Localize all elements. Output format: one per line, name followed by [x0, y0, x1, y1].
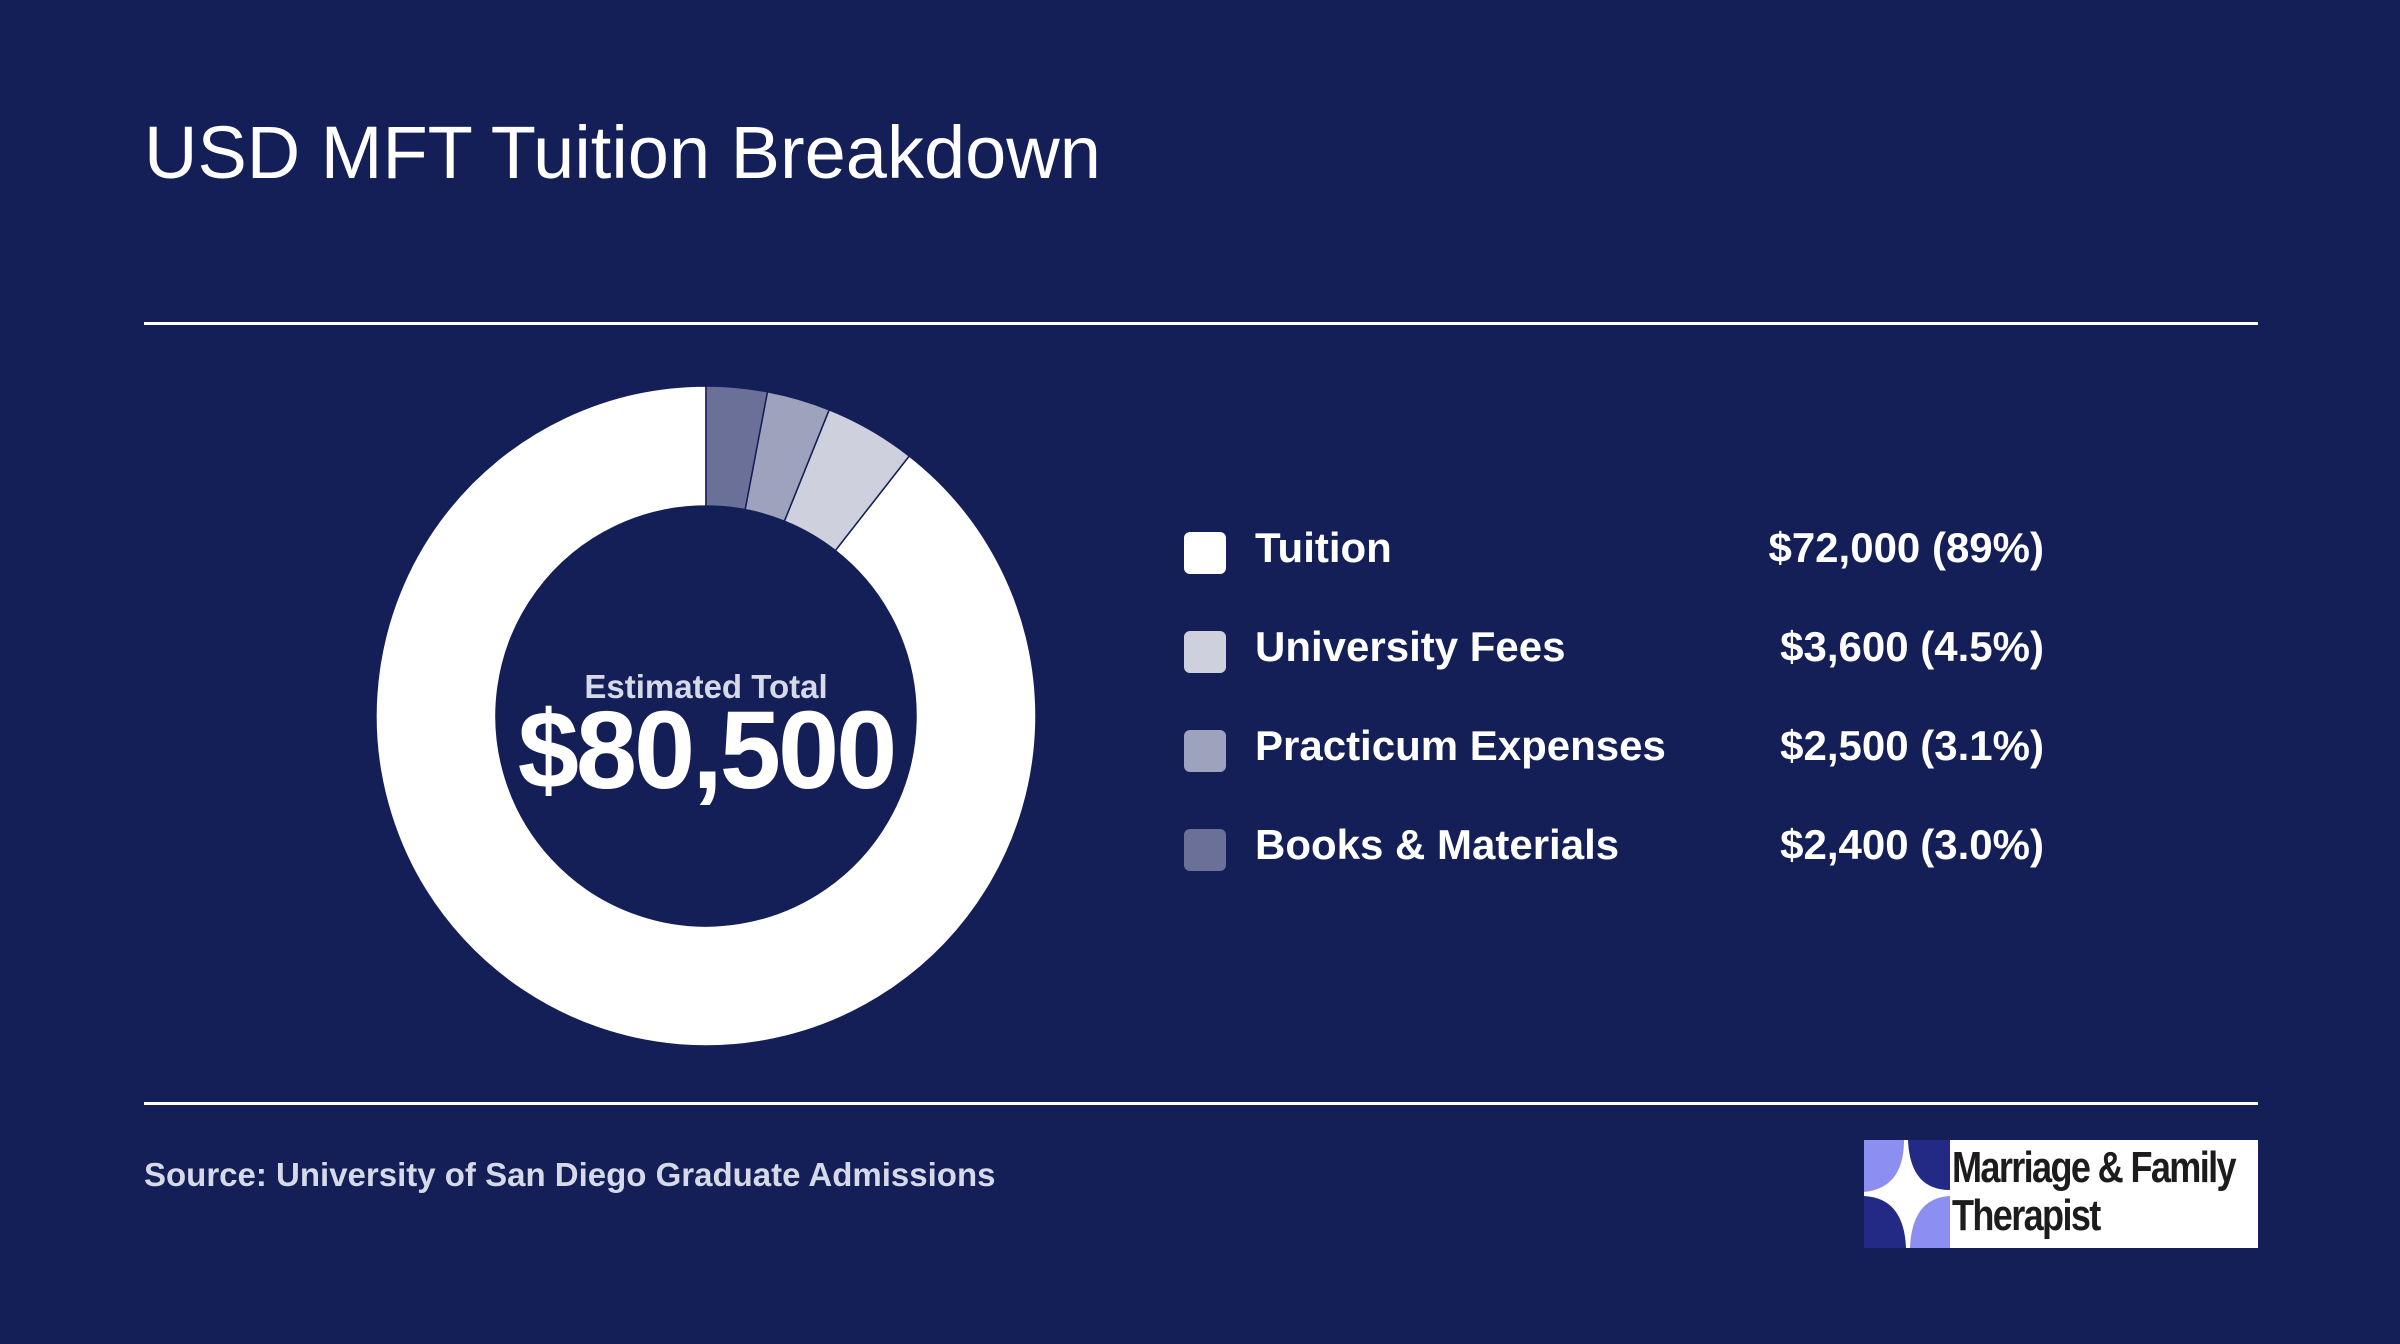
legend-item: Books & Materials $2,400 (3.0%)	[1184, 817, 2044, 916]
legend-swatch	[1184, 532, 1226, 574]
top-divider	[144, 322, 2258, 325]
center-label: Estimated Total	[584, 668, 827, 705]
legend-item: University Fees $3,600 (4.5%)	[1184, 619, 2044, 718]
page-title: USD MFT Tuition Breakdown	[144, 111, 1101, 194]
legend-swatch	[1184, 730, 1226, 772]
legend-value: $2,400 (3.0%)	[1780, 821, 2044, 868]
legend-swatch	[1184, 829, 1226, 871]
center-total-value: $80,500	[518, 689, 895, 812]
bottom-divider	[144, 1102, 2258, 1105]
legend-value: $3,600 (4.5%)	[1780, 623, 2044, 670]
donut-slices	[375, 385, 1037, 1047]
logo-text: Marriage & Family Therapist	[1952, 1143, 2237, 1240]
legend-label: Tuition	[1255, 524, 1392, 571]
legend-swatch	[1184, 631, 1226, 673]
legend-value: $72,000 (89%)	[1768, 524, 2044, 571]
source-note: Source: University of San Diego Graduate…	[144, 1156, 996, 1193]
donut-slice-tuition	[375, 385, 1037, 1047]
legend-label: Practicum Expenses	[1255, 722, 1666, 769]
logo-line-2: Therapist	[1952, 1191, 2101, 1240]
legend: Tuition $72,000 (89%) University Fees $3,60…	[1184, 520, 2044, 916]
logo-line-1: Marriage & Family	[1952, 1143, 2237, 1192]
legend-label: University Fees	[1255, 623, 1566, 670]
legend-item: Tuition $72,000 (89%)	[1184, 520, 2044, 619]
donut-chart: Estimated Total $80,500	[375, 385, 1037, 1047]
legend-value: $2,500 (3.1%)	[1780, 722, 2044, 769]
logo-mark-icon	[1864, 1140, 1950, 1248]
donut-slice-books-materials	[705, 385, 769, 511]
legend-label: Books & Materials	[1255, 821, 1620, 868]
legend-item: Practicum Expenses $2,500 (3.1%)	[1184, 718, 2044, 817]
brand-logo[interactable]: Marriage & Family Therapist	[1864, 1140, 2258, 1248]
